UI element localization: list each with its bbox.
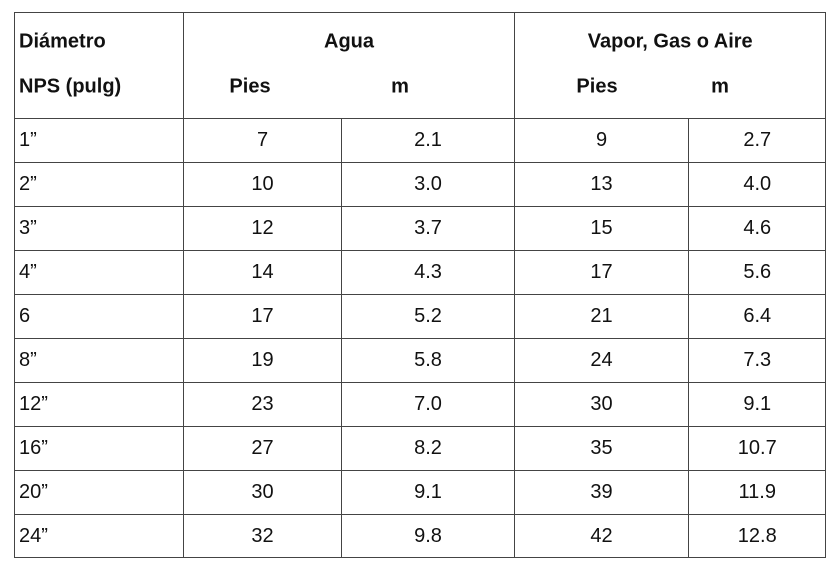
cell-text: 4.0: [743, 173, 771, 195]
table-border: [14, 12, 826, 558]
column-header: Pies: [576, 75, 617, 97]
cell-text: 9.8: [414, 525, 442, 547]
cell-text: 21: [590, 305, 612, 327]
cell-text: 4.3: [414, 261, 442, 283]
cell-text: 3.0: [414, 173, 442, 195]
cell-text: 30: [251, 481, 273, 503]
cell-text: 7.0: [414, 393, 442, 415]
cell-text: 6.4: [743, 305, 771, 327]
cell-text: 12”: [19, 393, 48, 415]
cell-text: 1”: [19, 129, 37, 151]
group-title: Agua: [324, 30, 375, 52]
cell-text: 7.3: [743, 349, 771, 371]
cell-text: 6: [19, 305, 30, 327]
cell-text: 12: [251, 217, 273, 239]
header-diameter: Diámetro: [19, 30, 106, 52]
cell-text: 16”: [19, 437, 48, 459]
cell-text: 10: [251, 173, 273, 195]
header-diameter: NPS (pulg): [19, 75, 121, 97]
cell-text: 5.8: [414, 349, 442, 371]
group-title: Vapor, Gas o Aire: [588, 30, 753, 52]
cell-text: 8.2: [414, 437, 442, 459]
column-header: m: [391, 75, 409, 97]
cell-text: 35: [590, 437, 612, 459]
column-header: Pies: [229, 75, 270, 97]
cell-text: 7: [257, 129, 268, 151]
cell-text: 4.6: [743, 217, 771, 239]
cell-text: 8”: [19, 349, 37, 371]
cell-text: 3.7: [414, 217, 442, 239]
cell-text: 3”: [19, 217, 37, 239]
cell-text: 17: [590, 261, 612, 283]
column-header: m: [711, 75, 729, 97]
cell-text: 32: [251, 525, 273, 547]
cell-text: 10.7: [738, 437, 777, 459]
cell-text: 9.1: [414, 481, 442, 503]
cell-text: 39: [590, 481, 612, 503]
cell-text: 30: [590, 393, 612, 415]
cell-text: 27: [251, 437, 273, 459]
cell-text: 23: [251, 393, 273, 415]
cell-text: 9: [596, 129, 607, 151]
cell-text: 17: [251, 305, 273, 327]
cell-text: 2.7: [743, 129, 771, 151]
cell-text: 14: [251, 261, 273, 283]
cell-text: 24”: [19, 525, 48, 547]
cell-text: 9.1: [743, 393, 771, 415]
cell-text: 2”: [19, 173, 37, 195]
cell-text: 12.8: [738, 525, 777, 547]
cell-text: 20”: [19, 481, 48, 503]
cell-text: 13: [590, 173, 612, 195]
cell-text: 2.1: [414, 129, 442, 151]
cell-text: 19: [251, 349, 273, 371]
cell-text: 11.9: [739, 481, 776, 503]
cell-text: 15: [590, 217, 612, 239]
cell-text: 42: [590, 525, 612, 547]
cell-text: 4”: [19, 261, 37, 283]
cell-text: 24: [590, 349, 612, 371]
cell-text: 5.6: [743, 261, 771, 283]
cell-text: 5.2: [414, 305, 442, 327]
